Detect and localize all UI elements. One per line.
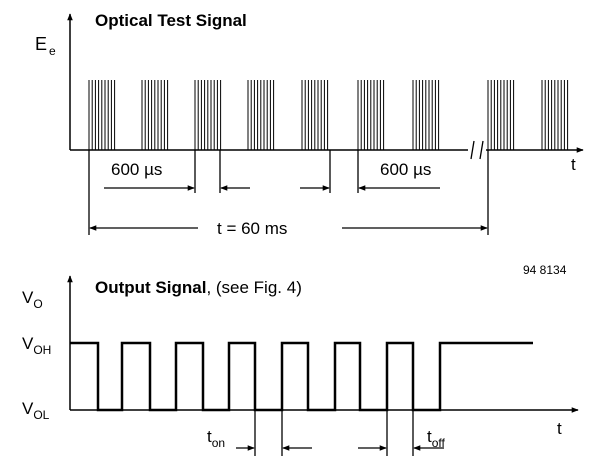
optical-title: Optical Test Signal [95, 11, 247, 30]
figure-id: 94 8134 [523, 263, 567, 277]
interval-label-left: 600 µs [111, 160, 163, 179]
axis-break-mark [470, 140, 475, 160]
optical-x-label: t [571, 155, 576, 174]
output-square-wave [70, 341, 533, 412]
output-y-label: VO [22, 288, 43, 311]
output-title: Output Signal, (see Fig. 4) [95, 278, 302, 297]
optical-pulse-bursts [88, 80, 569, 150]
axis-break-mark [479, 140, 484, 160]
output-x-label: t [557, 419, 562, 438]
ton-label: ton [207, 427, 226, 450]
interval-label-right: 600 µs [380, 160, 432, 179]
vol-label: VOL [22, 399, 50, 422]
toff-label: toff [427, 427, 445, 450]
voh-label: VOH [22, 334, 52, 357]
period-label: t = 60 ms [217, 219, 288, 238]
